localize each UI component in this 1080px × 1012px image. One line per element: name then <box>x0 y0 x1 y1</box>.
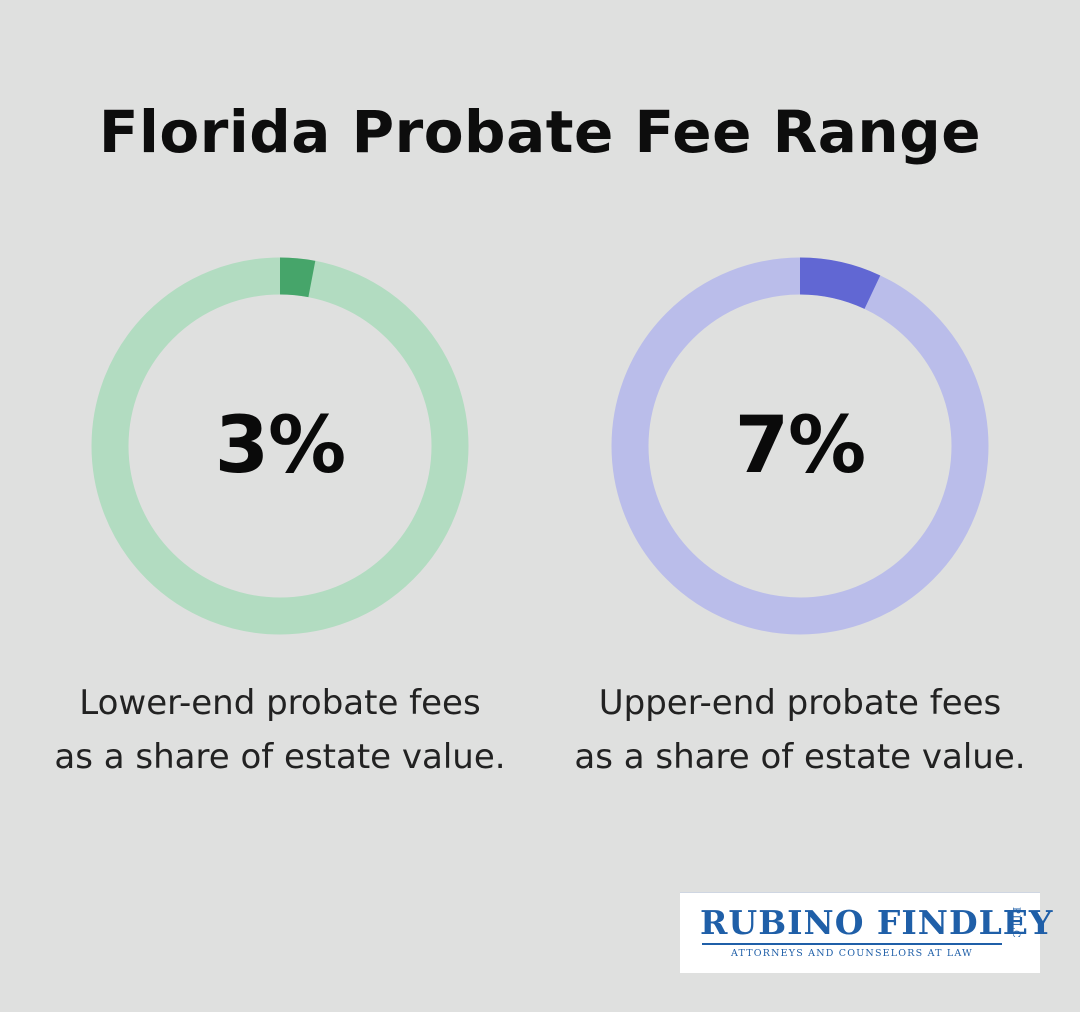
donut-value-arc <box>279 257 316 298</box>
firm-logo: RUBINO FINDLEY ATTORNEYS AND COUNSELORS … <box>680 892 1053 973</box>
donut-chart-lower: 3% <box>90 256 470 636</box>
percent-label: 7% <box>734 401 866 491</box>
logo-name: RUBINO FINDLEY <box>700 903 1054 942</box>
caption-upper: Upper-end probate fees as a share of est… <box>540 676 1060 784</box>
donut-svg-upper <box>611 257 989 635</box>
caption-line: as a share of estate value. <box>574 737 1026 777</box>
caption-line: as a share of estate value. <box>54 737 506 777</box>
caption-line: Upper-end probate fees <box>598 683 1002 723</box>
donut-chart-upper: 7% <box>610 256 990 636</box>
caption-line: Lower-end probate fees <box>79 683 481 723</box>
caption-lower: Lower-end probate fees as a share of est… <box>20 676 540 784</box>
chart-title: Florida Probate Fee Range <box>98 98 982 166</box>
logo-tagline: ATTORNEYS AND COUNSELORS AT LAW <box>730 948 974 959</box>
logo-suffix: PLLC <box>1010 907 1021 939</box>
logo-divider <box>702 943 1002 945</box>
donut-svg-lower <box>91 257 469 635</box>
percent-label: 3% <box>214 401 346 491</box>
donut-value-arc <box>799 257 881 310</box>
